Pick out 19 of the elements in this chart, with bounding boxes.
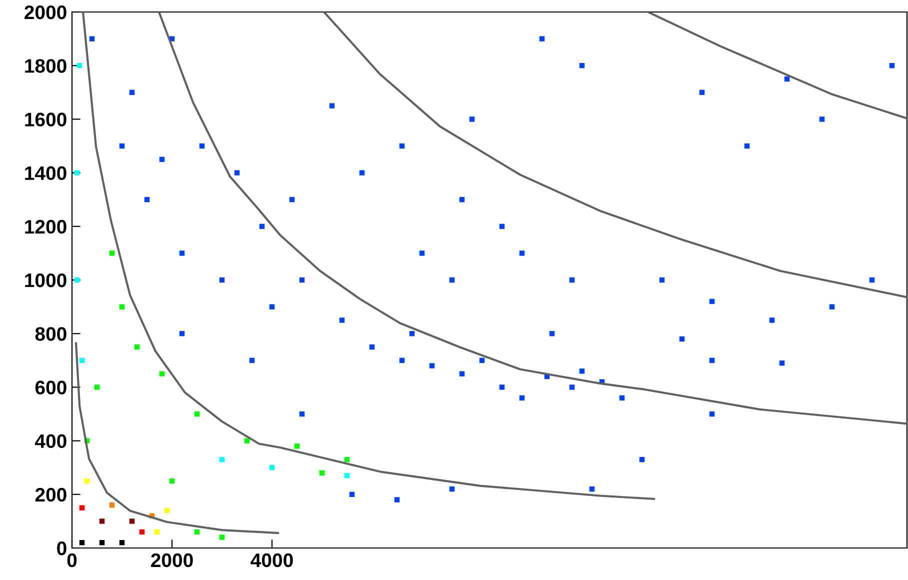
line-series [74, 342, 280, 534]
line-series [158, 12, 907, 425]
x-tick-label: 2000 [151, 553, 193, 568]
y-tick-label: 1600 [25, 112, 66, 126]
y-tick-label: 2000 [24, 5, 66, 20]
y-tick-label: 400 [34, 434, 66, 448]
line-series [322, 12, 907, 298]
y-tick-label: 0 [57, 541, 66, 556]
y-tick-label: 1200 [25, 220, 66, 234]
y-tick-label: 800 [35, 327, 66, 341]
y-tick-label: 1800 [25, 59, 66, 73]
y-tick-label: 1400 [25, 166, 66, 180]
line-series [646, 12, 907, 120]
y-tick-label: 600 [35, 380, 66, 394]
line-series [82, 12, 656, 500]
y-tick-label: 200 [35, 488, 66, 502]
x-tick-label: 0 [67, 553, 77, 568]
y-tick-label: 1000 [25, 273, 66, 288]
x-tick-label: 4000 [250, 553, 293, 568]
